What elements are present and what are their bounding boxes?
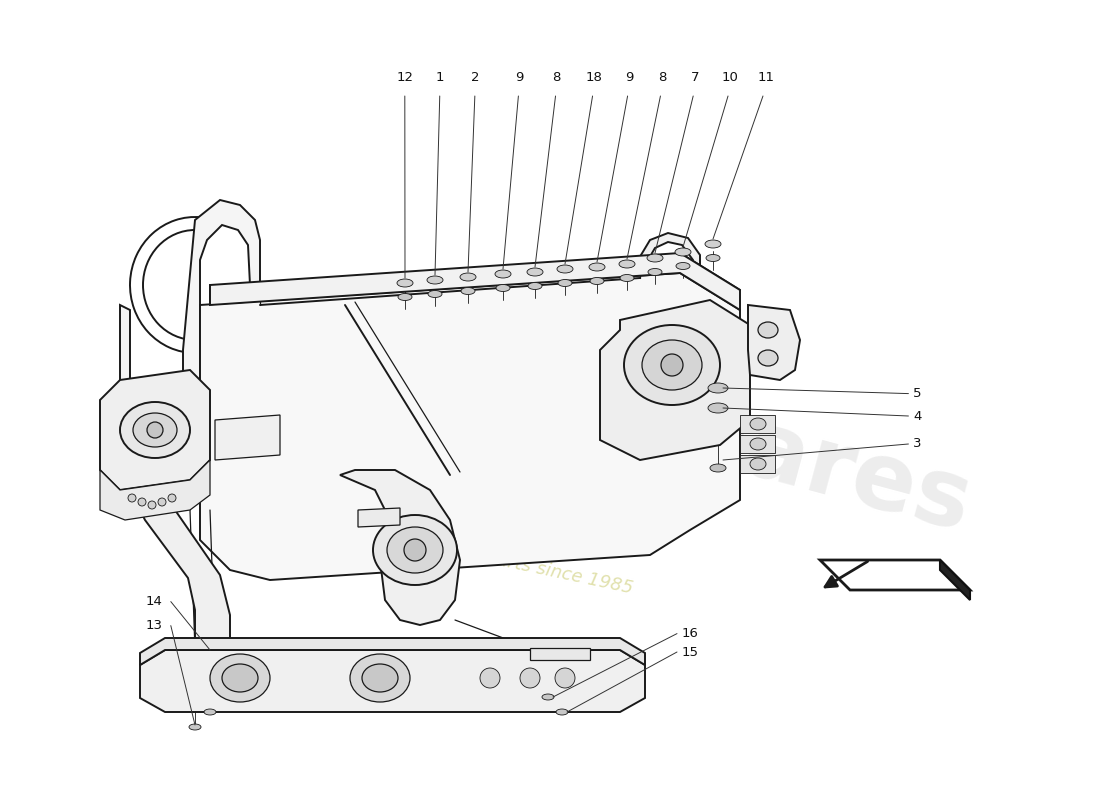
Ellipse shape — [427, 276, 443, 284]
Ellipse shape — [189, 724, 201, 730]
Ellipse shape — [397, 279, 412, 287]
Polygon shape — [530, 648, 590, 660]
Text: 4: 4 — [913, 410, 922, 422]
Text: eurospares: eurospares — [379, 308, 980, 552]
Polygon shape — [120, 200, 260, 508]
Circle shape — [138, 498, 146, 506]
Text: a passion for parts since 1985: a passion for parts since 1985 — [365, 523, 635, 597]
Ellipse shape — [708, 403, 728, 413]
Ellipse shape — [496, 285, 510, 291]
Text: 10: 10 — [722, 71, 739, 84]
Text: 8: 8 — [658, 71, 667, 84]
Polygon shape — [214, 415, 280, 460]
Ellipse shape — [590, 278, 604, 285]
Polygon shape — [100, 370, 210, 490]
Ellipse shape — [461, 287, 475, 294]
Circle shape — [520, 668, 540, 688]
Polygon shape — [740, 435, 776, 453]
Polygon shape — [200, 273, 740, 580]
Text: 9: 9 — [515, 71, 524, 84]
Circle shape — [480, 668, 501, 688]
Ellipse shape — [647, 254, 663, 262]
Ellipse shape — [624, 325, 720, 405]
Ellipse shape — [708, 383, 728, 393]
Polygon shape — [140, 638, 645, 665]
Polygon shape — [635, 233, 700, 315]
Text: 3: 3 — [913, 438, 922, 450]
Ellipse shape — [750, 458, 766, 470]
Polygon shape — [210, 253, 740, 310]
Ellipse shape — [676, 262, 690, 270]
Ellipse shape — [710, 464, 726, 472]
Ellipse shape — [460, 273, 476, 281]
Ellipse shape — [204, 709, 216, 715]
Ellipse shape — [642, 340, 702, 390]
Ellipse shape — [527, 268, 543, 276]
Text: 8: 8 — [552, 71, 561, 84]
Ellipse shape — [210, 654, 270, 702]
Ellipse shape — [750, 418, 766, 430]
Circle shape — [661, 354, 683, 376]
Text: 2: 2 — [471, 71, 480, 84]
Polygon shape — [600, 300, 750, 460]
Ellipse shape — [398, 294, 412, 301]
Polygon shape — [940, 560, 970, 600]
Ellipse shape — [648, 269, 662, 275]
Text: 5: 5 — [913, 387, 922, 400]
Ellipse shape — [758, 350, 778, 366]
Ellipse shape — [428, 290, 442, 298]
Circle shape — [128, 494, 136, 502]
Text: 7: 7 — [691, 71, 700, 84]
Ellipse shape — [619, 260, 635, 268]
Text: 16: 16 — [682, 627, 698, 640]
Ellipse shape — [557, 265, 573, 273]
Polygon shape — [140, 650, 645, 712]
Polygon shape — [820, 560, 970, 590]
Polygon shape — [740, 415, 776, 433]
Text: 13: 13 — [146, 619, 163, 632]
Polygon shape — [748, 305, 800, 380]
Circle shape — [147, 422, 163, 438]
Polygon shape — [100, 460, 210, 520]
Text: 14: 14 — [146, 595, 163, 608]
Ellipse shape — [705, 240, 720, 248]
Ellipse shape — [222, 664, 258, 692]
Text: 18: 18 — [585, 71, 603, 84]
Ellipse shape — [387, 527, 443, 573]
Text: 1: 1 — [436, 71, 444, 84]
Ellipse shape — [373, 515, 456, 585]
Text: 9: 9 — [625, 71, 634, 84]
Ellipse shape — [750, 438, 766, 450]
Circle shape — [148, 501, 156, 509]
Ellipse shape — [558, 279, 572, 286]
Circle shape — [168, 494, 176, 502]
Circle shape — [404, 539, 426, 561]
Ellipse shape — [675, 248, 691, 256]
Ellipse shape — [133, 413, 177, 447]
Ellipse shape — [588, 263, 605, 271]
Circle shape — [158, 498, 166, 506]
Ellipse shape — [556, 709, 568, 715]
Text: 11: 11 — [757, 71, 774, 84]
Ellipse shape — [350, 654, 410, 702]
Text: 12: 12 — [396, 71, 414, 84]
Circle shape — [556, 668, 575, 688]
Ellipse shape — [495, 270, 512, 278]
Ellipse shape — [620, 274, 634, 282]
Ellipse shape — [528, 282, 542, 290]
Polygon shape — [140, 510, 230, 658]
Ellipse shape — [758, 322, 778, 338]
Text: 15: 15 — [682, 646, 698, 658]
Polygon shape — [340, 470, 460, 625]
Polygon shape — [740, 455, 776, 473]
Ellipse shape — [120, 402, 190, 458]
Ellipse shape — [362, 664, 398, 692]
Polygon shape — [358, 508, 400, 527]
Ellipse shape — [706, 254, 721, 262]
Ellipse shape — [542, 694, 554, 700]
